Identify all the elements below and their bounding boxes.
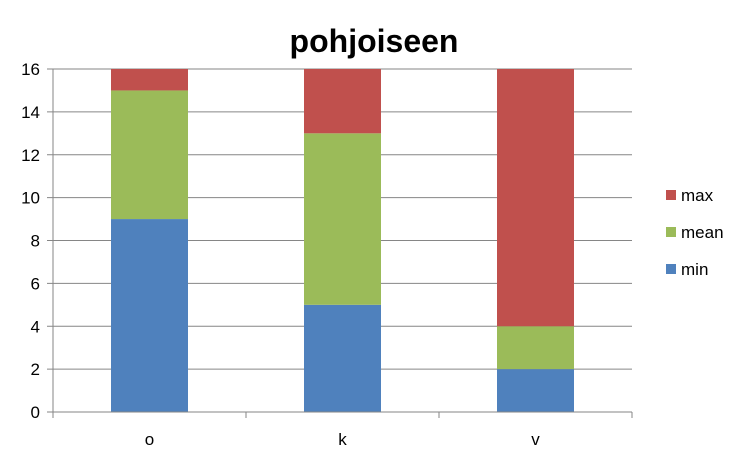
chart-title: pohjoiseen (290, 23, 459, 59)
y-tick-label: 4 (31, 317, 40, 336)
bar-mean-o (111, 90, 188, 220)
x-tick-label: o (145, 430, 154, 449)
bar-mean-k (304, 133, 381, 305)
y-tick-label: 16 (21, 60, 40, 79)
bar-max-k (304, 69, 381, 134)
legend-label-mean: mean (681, 223, 724, 242)
axes (52, 69, 633, 418)
y-tick-label: 8 (31, 232, 40, 251)
bar-min-k (304, 304, 381, 412)
x-tick-label: k (338, 430, 347, 449)
legend-label-min: min (681, 260, 708, 279)
y-tick-label: 6 (31, 274, 40, 293)
y-tick-label: 2 (31, 360, 40, 379)
y-tick-labels: 0 2 4 6 8 10 12 14 16 (21, 60, 40, 422)
bar-min-v (497, 369, 574, 412)
y-tick-label: 14 (21, 103, 40, 122)
bar-max-o (111, 69, 188, 91)
legend-label-max: max (681, 186, 714, 205)
legend-swatch-min (666, 264, 676, 274)
legend: max mean min (666, 186, 724, 279)
legend-swatch-mean (666, 227, 676, 237)
y-tick-label: 10 (21, 189, 40, 208)
x-tick-label: v (531, 430, 540, 449)
y-tick-label: 12 (21, 146, 40, 165)
bars (111, 69, 574, 412)
bar-max-v (497, 69, 574, 327)
bar-min-o (111, 219, 188, 412)
bar-mean-v (497, 326, 574, 370)
y-tick-label: 0 (31, 403, 40, 422)
legend-swatch-max (666, 190, 676, 200)
